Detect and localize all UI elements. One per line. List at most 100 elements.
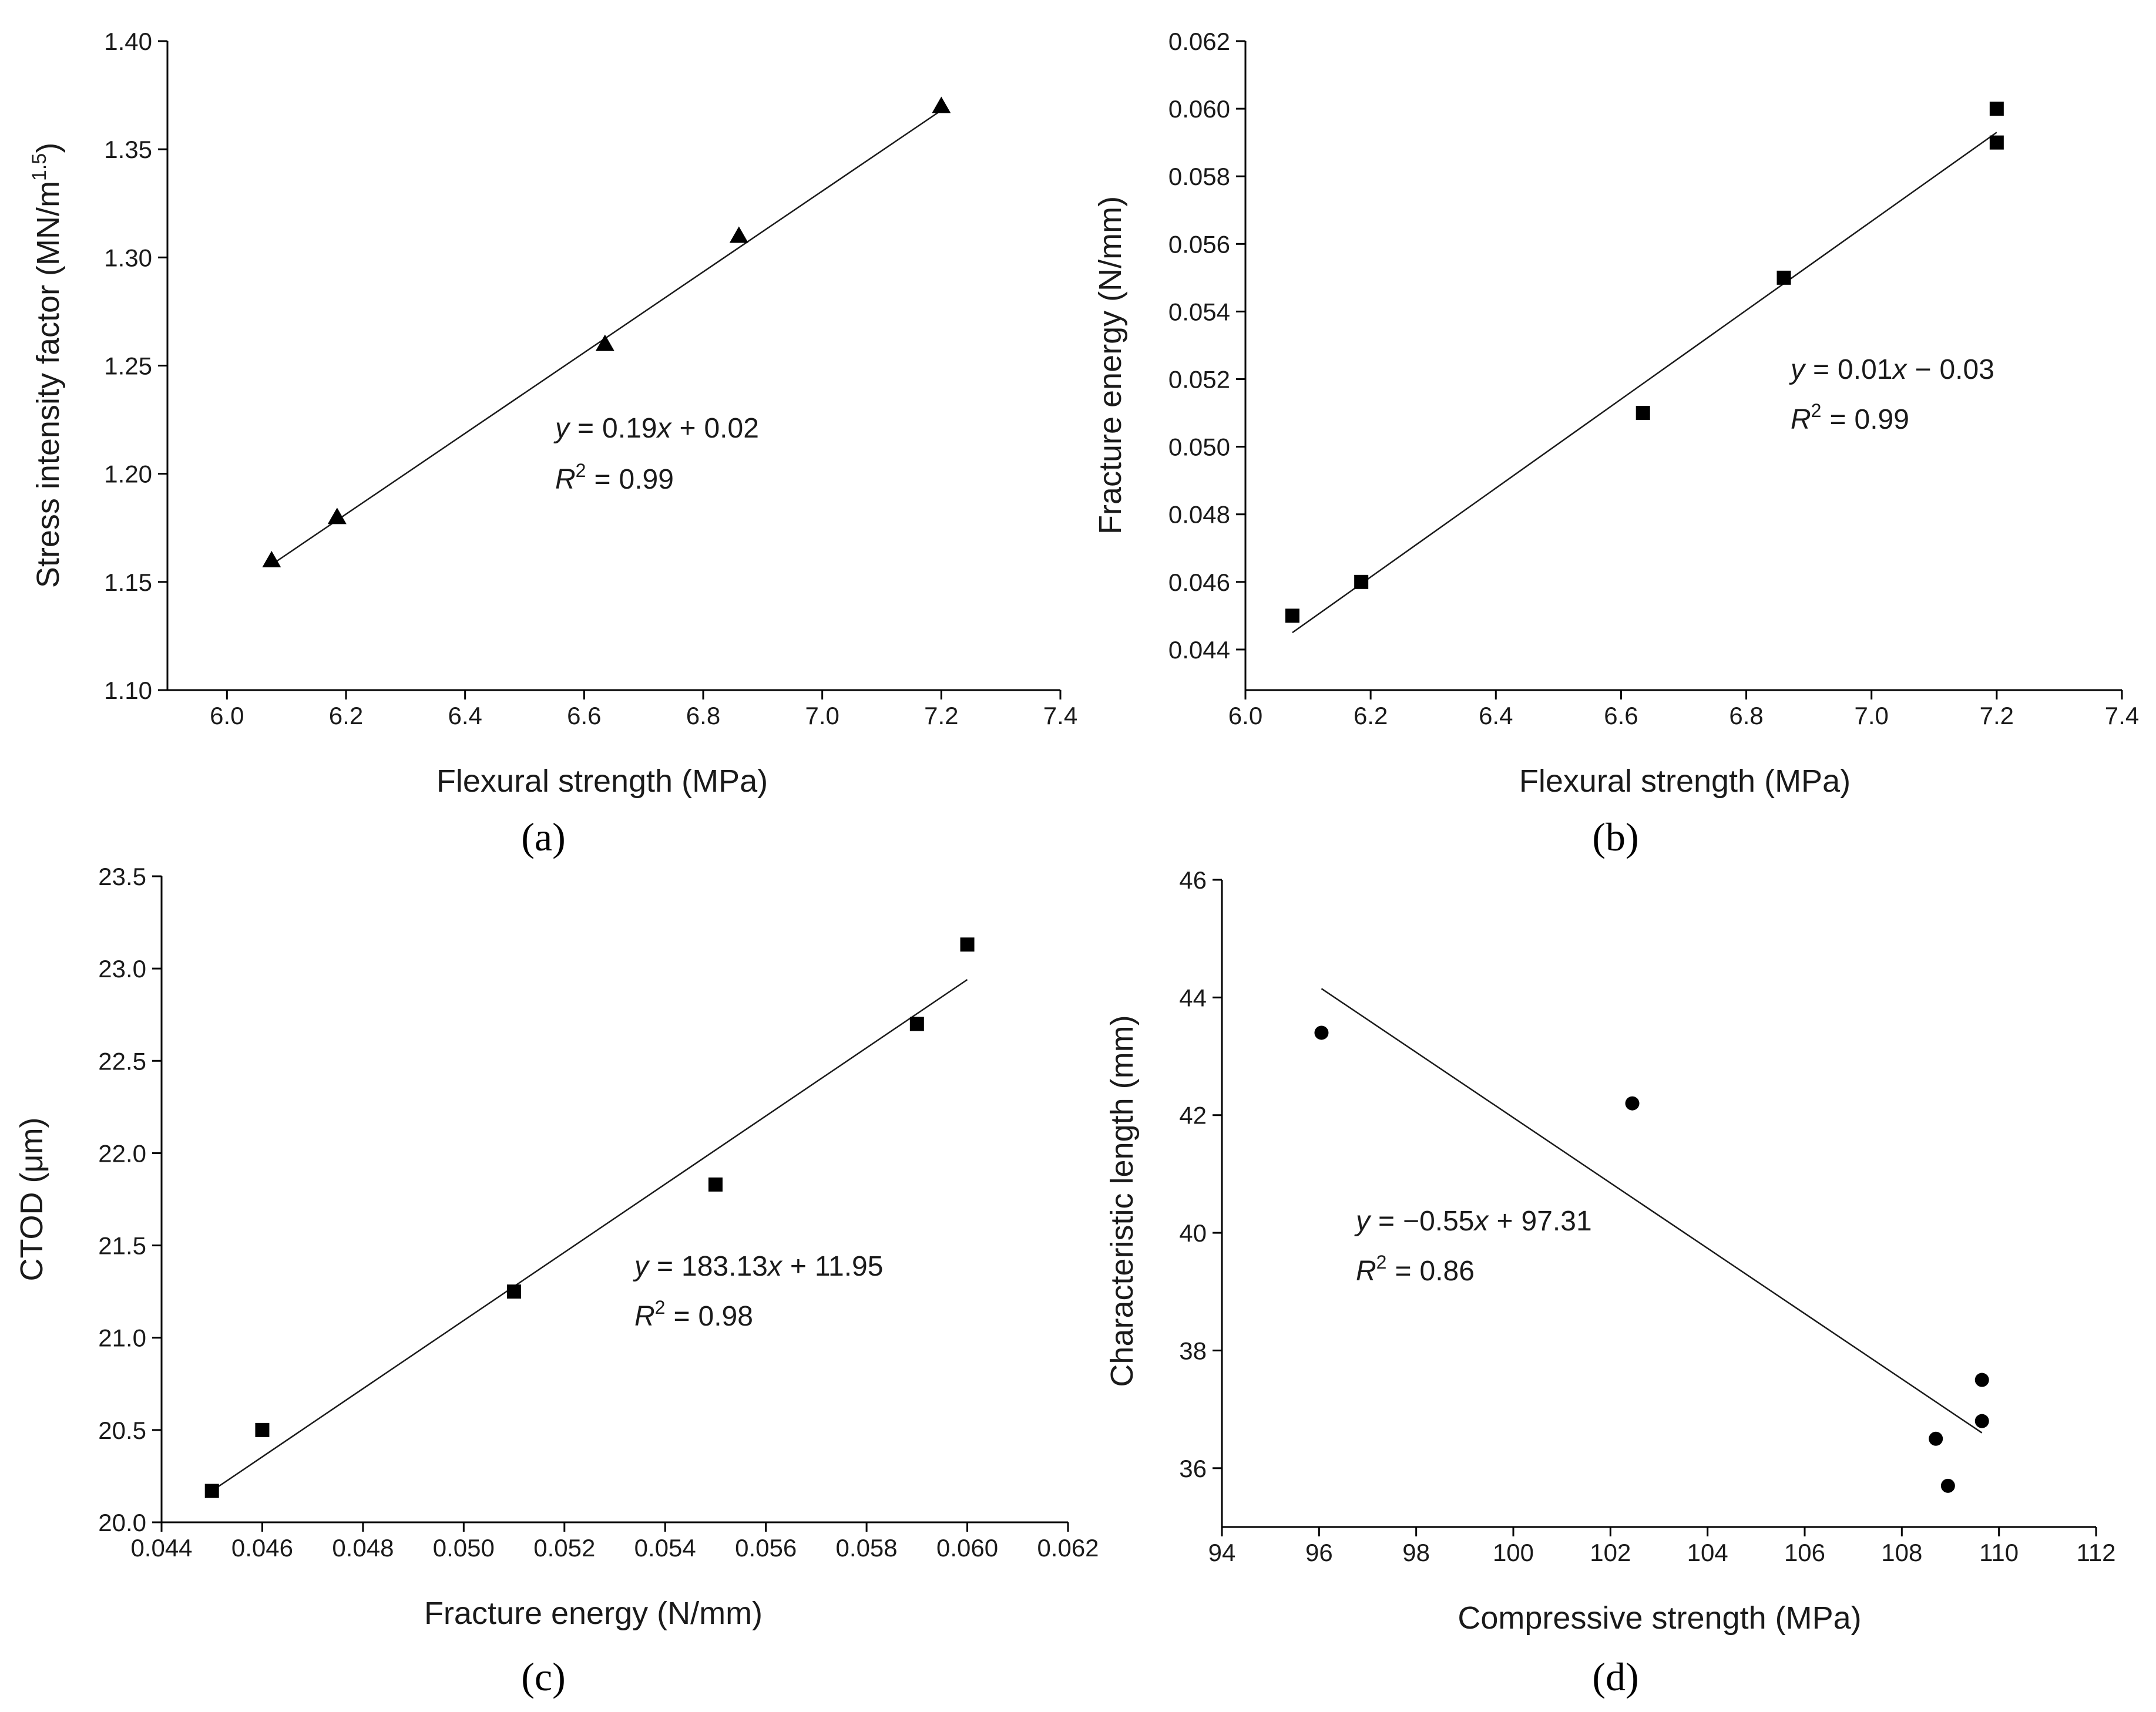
y-tick-label: 1.30 (104, 244, 152, 271)
data-point (729, 226, 748, 243)
equation-line: y = −0.55x +97.31 (1354, 1206, 1592, 1237)
x-ticks: 94 96 98 100 102 104 106 108 110 112 (1208, 1527, 2116, 1566)
data-point (1285, 608, 1299, 623)
x-axis-title: Flexural strength (MPa) (436, 763, 768, 799)
r-squared-line: R2 = 0.99 (555, 460, 674, 495)
x-ticks: 0.044 0.046 0.048 0.050 0.052 0.054 0.056 0.058… (130, 1522, 1099, 1562)
data-point (204, 1484, 219, 1498)
y-axis-title: CTOD (μm) (14, 1117, 49, 1281)
x-tick-label: 0.048 (332, 1534, 394, 1562)
data-point (255, 1422, 270, 1437)
y-tick-label: 1.10 (104, 677, 152, 704)
y-tick-label: 42 (1179, 1102, 1207, 1129)
y-tick-label: 22.5 (98, 1047, 146, 1075)
panel-a: 6.0 6.2 6.4 6.6 6.8 7.0 7.2 7.4 1.10 1.15 1.20 1.2… (28, 28, 1077, 859)
y-tick-label: 23.5 (98, 863, 146, 890)
regression-equation: y = 0.19x +0.02 R2 = 0.99 (553, 413, 759, 495)
fit-line-group (1292, 132, 1997, 634)
x-tick-label: 7.2 (1980, 702, 2014, 729)
y-tick-label: 0.052 (1168, 366, 1230, 393)
y-tick-label: 0.058 (1168, 163, 1230, 190)
y-tick-label: 0.048 (1168, 501, 1230, 529)
x-tick-label: 98 (1402, 1539, 1430, 1566)
regression-equation: y = 0.01x −0.03 R2 = 0.99 (1789, 354, 1994, 435)
x-ticks: 6.0 6.2 6.4 6.6 6.8 7.0 7.2 7.4 (210, 690, 1077, 729)
x-tick-label: 110 (1979, 1539, 2019, 1566)
x-axis-title: Compressive strength (MPa) (1458, 1600, 1861, 1636)
data-point (327, 507, 347, 524)
x-axis-title: Flexural strength (MPa) (1519, 763, 1851, 799)
y-ticks: 1.10 1.15 1.20 1.25 1.30 1.35 1.40 (104, 28, 167, 704)
x-tick-label: 6.4 (1479, 702, 1513, 729)
y-tick-label: 21.5 (98, 1232, 146, 1260)
x-tick-label: 0.054 (634, 1534, 696, 1562)
y-axis-title: Fracture energy (N/mm) (1093, 196, 1128, 534)
x-tick-label: 0.050 (433, 1534, 495, 1562)
data-point (1940, 1478, 1955, 1493)
data-point (1776, 270, 1791, 285)
y-tick-label: 1.40 (104, 28, 152, 55)
panel-d: 94 96 98 100 102 104 106 108 110 112 36 38 40 42 44 46… (1104, 866, 2115, 1699)
y-tick-label: 1.20 (104, 460, 152, 488)
equation-line: y = 0.19x +0.02 (553, 413, 759, 444)
y-tick-label: 0.060 (1168, 95, 1230, 123)
data-point (932, 96, 951, 113)
x-tick-label: 108 (1881, 1539, 1922, 1566)
data-point (708, 1177, 723, 1192)
x-tick-label: 94 (1208, 1539, 1236, 1566)
x-tick-label: 102 (1590, 1539, 1631, 1566)
equation-line: y = 0.01x −0.03 (1789, 354, 1994, 385)
x-axis-title: Fracture energy (N/mm) (424, 1596, 763, 1631)
y-tick-label: 21.0 (98, 1324, 146, 1352)
x-tick-label: 7.4 (1043, 702, 1077, 729)
regression-equation: y = −0.55x +97.31 R2 = 0.86 (1354, 1206, 1592, 1287)
data-point (909, 1017, 924, 1031)
x-tick-label: 7.2 (924, 702, 958, 729)
y-tick-label: 36 (1179, 1455, 1207, 1482)
x-tick-label: 106 (1784, 1539, 1825, 1566)
y-axis-title: Stress intensity factor (MN/m1.5) (28, 143, 66, 588)
x-tick-label: 0.056 (735, 1534, 797, 1562)
x-tick-label: 112 (2077, 1539, 2116, 1566)
x-tick-label: 104 (1687, 1539, 1728, 1566)
data-point (1974, 1373, 1989, 1387)
x-tick-label: 0.058 (836, 1534, 898, 1562)
panel-label: (d) (1592, 1654, 1638, 1699)
data-point (262, 551, 281, 567)
data-point (960, 937, 975, 952)
x-tick-label: 6.6 (567, 702, 601, 729)
data-point (1625, 1096, 1640, 1111)
y-tick-label: 0.054 (1168, 298, 1230, 325)
y-tick-label: 0.050 (1168, 433, 1230, 461)
data-point (1354, 574, 1369, 589)
data-point (1636, 406, 1650, 421)
x-tick-label: 0.062 (1037, 1534, 1099, 1562)
y-tick-label: 46 (1179, 866, 1207, 894)
x-tick-label: 6.8 (1729, 702, 1763, 729)
data-point (1974, 1414, 1989, 1428)
data-point (1989, 135, 2004, 150)
x-tick-label: 0.052 (533, 1534, 595, 1562)
panel-b: 6.0 6.2 6.4 6.6 6.8 7.0 7.2 7.4 0.044 0.046 0.048… (1093, 28, 2139, 859)
data-point (595, 334, 614, 351)
y-tick-label: 40 (1179, 1219, 1207, 1247)
y-tick-label: 0.046 (1168, 569, 1230, 596)
x-tick-label: 6.2 (329, 702, 363, 729)
x-tick-label: 6.0 (210, 702, 244, 729)
y-tick-label: 1.25 (104, 352, 152, 380)
x-tick-label: 0.060 (936, 1534, 998, 1562)
panel-label: (c) (521, 1654, 565, 1699)
y-tick-label: 44 (1179, 984, 1207, 1011)
regression-line (1292, 132, 1997, 634)
y-tick-label: 0.056 (1168, 230, 1230, 258)
y-tick-label: 1.35 (104, 136, 152, 163)
x-tick-label: 6.8 (686, 702, 720, 729)
r-squared-line: R2 = 0.99 (1791, 400, 1909, 435)
x-tick-label: 6.4 (448, 702, 482, 729)
y-tick-label: 20.5 (98, 1417, 146, 1444)
y-tick-label: 0.044 (1168, 636, 1230, 664)
regression-equation: y = 183.13x +11.95 R2 = 0.98 (633, 1251, 883, 1332)
panel-label: (a) (521, 815, 565, 859)
y-ticks: 36 38 40 42 44 46 (1179, 866, 1222, 1482)
data-point (507, 1284, 522, 1299)
